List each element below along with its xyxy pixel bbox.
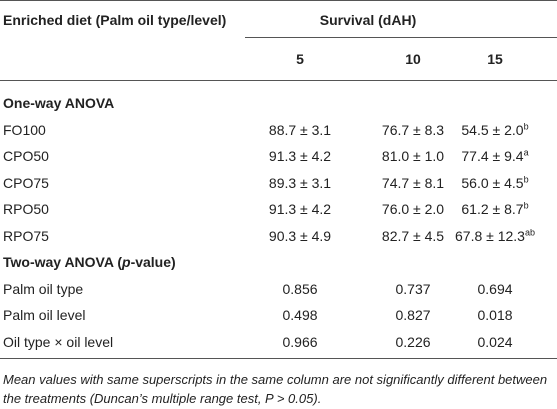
cell-value: 88.7 ± 3.1 — [268, 121, 332, 138]
section-title-part: Two-way ANOVA ( — [3, 254, 122, 270]
footnote: Mean values with same superscripts in th… — [3, 372, 548, 406]
row-label: RPO50 — [3, 201, 49, 217]
cell: 90.3 ± 4.9 — [269, 228, 331, 244]
row-label: FO100 — [3, 121, 46, 138]
cell-value: 0.226 — [395, 333, 431, 350]
column-header: 10 — [405, 51, 421, 67]
top-rule — [0, 0, 557, 1]
cell-superscript: a — [523, 147, 529, 158]
cell-value: 56.0 ± 4.5 — [461, 174, 524, 191]
cell: 82.7 ± 4.5 — [382, 228, 444, 244]
section-title-part: One-way ANOVA — [3, 95, 115, 111]
column-header: 15 — [487, 51, 503, 67]
cell-value: 81.0 ± 1.0 — [381, 148, 445, 164]
cell-value: 0.737 — [395, 280, 431, 297]
cell: 67.8 ± 12.3ab — [455, 226, 535, 244]
column-header: 5 — [296, 51, 304, 67]
cell-value: 74.7 ± 8.1 — [381, 174, 445, 191]
row-label-header: Enriched diet (Palm oil type/level) — [3, 12, 227, 28]
cell: 91.3 ± 4.2 — [269, 148, 331, 164]
section-title: One-way ANOVA — [3, 95, 114, 111]
row-label: Palm oil level — [3, 307, 86, 323]
cell: 0.856 — [282, 281, 317, 297]
cell: 56.0 ± 4.5b — [461, 173, 529, 191]
cell: 76.0 ± 2.0 — [382, 201, 444, 217]
cell-value: 54.5 ± 2.0 — [461, 121, 524, 138]
row-label: CPO50 — [3, 148, 49, 164]
group-header: Survival (dAH) — [319, 12, 417, 28]
row-label: CPO75 — [3, 174, 49, 191]
cell: 0.827 — [395, 307, 430, 323]
cell: 91.3 ± 4.2 — [269, 201, 331, 217]
cell: 76.7 ± 8.3 — [382, 122, 444, 138]
cell-superscript: b — [523, 200, 529, 211]
cell-value: 0.856 — [282, 280, 318, 297]
cell-value: 89.3 ± 3.1 — [268, 174, 332, 191]
cell-value: 0.018 — [477, 307, 513, 323]
cell: 88.7 ± 3.1 — [269, 122, 331, 138]
cell-value: 90.3 ± 4.9 — [268, 227, 332, 244]
cell: 54.5 ± 2.0b — [461, 120, 529, 138]
cell-superscript: b — [523, 173, 529, 184]
cell-value: 67.8 ± 12.3 — [455, 227, 525, 244]
cell: 61.2 ± 8.7b — [461, 201, 528, 217]
cell-value: 0.966 — [282, 333, 318, 350]
cell-value: 0.827 — [395, 307, 431, 323]
cell-value: 0.498 — [282, 307, 318, 323]
cell: 77.4 ± 9.4a — [461, 148, 528, 164]
bottom-rule — [0, 358, 557, 359]
cell-value: 76.7 ± 8.3 — [381, 121, 445, 138]
cell-value: 61.2 ± 8.7 — [461, 201, 524, 217]
cell-superscript: ab — [524, 226, 535, 237]
cell-value: 91.3 ± 4.2 — [268, 201, 332, 217]
cell: 81.0 ± 1.0 — [382, 148, 444, 164]
cell: 0.226 — [395, 334, 430, 350]
cell-value: 91.3 ± 4.2 — [268, 148, 332, 164]
cell: 0.018 — [477, 307, 512, 323]
cell: 0.737 — [395, 281, 430, 297]
header-rule — [0, 80, 557, 81]
row-label: Palm oil type — [3, 280, 84, 297]
row-label: Oil type × oil level — [3, 333, 114, 350]
row-label: RPO75 — [3, 227, 49, 244]
cell-value: 82.7 ± 4.5 — [381, 227, 445, 244]
group-rule — [245, 37, 557, 38]
cell-value: 0.694 — [477, 280, 513, 297]
section-title-part: p — [122, 254, 131, 270]
cell: 0.694 — [477, 281, 512, 297]
cell: 0.024 — [477, 334, 512, 350]
cell: 74.7 ± 8.1 — [382, 175, 444, 191]
cell: 89.3 ± 3.1 — [269, 175, 331, 191]
cell-value: 77.4 ± 9.4 — [461, 148, 524, 164]
cell: 0.498 — [282, 307, 317, 323]
cell-superscript: b — [523, 120, 529, 131]
cell-value: 76.0 ± 2.0 — [381, 201, 445, 217]
cell: 0.966 — [282, 334, 317, 350]
cell-value: 0.024 — [477, 333, 513, 350]
section-title-part: -value) — [130, 254, 176, 270]
section-title: Two-way ANOVA (p-value) — [3, 254, 176, 270]
